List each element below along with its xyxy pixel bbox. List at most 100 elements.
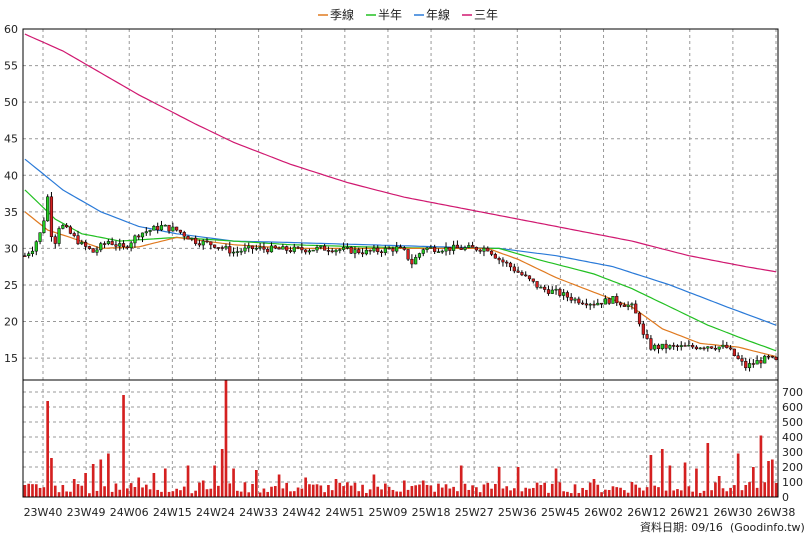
volume-bar [251, 483, 254, 497]
volume-bar [619, 487, 622, 497]
candle-body [539, 286, 543, 289]
candle-body [330, 250, 334, 253]
x-tick-label: 26W38 [757, 506, 796, 519]
candle-body [288, 250, 293, 252]
candle-body [630, 303, 634, 306]
candle-body [319, 245, 323, 248]
candle-body [364, 249, 368, 255]
price-tick-label: 60 [4, 23, 18, 36]
candle-body [766, 355, 771, 358]
candle-body [774, 356, 778, 360]
volume-bar [141, 487, 144, 497]
volume-bar [308, 484, 311, 497]
volume-bar [57, 492, 61, 497]
candle-body [728, 347, 733, 350]
volume-bar [353, 482, 357, 497]
volume-bar [725, 491, 729, 497]
legend-label: 半年 [378, 8, 402, 22]
x-tick-label: 24W42 [282, 506, 321, 519]
volume-bar [243, 482, 247, 497]
volume-bar [205, 489, 209, 497]
price-tick-label: 55 [4, 60, 18, 73]
volume-bar [459, 465, 463, 497]
candle-body [171, 226, 175, 232]
x-tick-label: 26W12 [627, 506, 666, 519]
volume-bar [490, 488, 493, 497]
candle-body [182, 232, 186, 237]
candle-body [80, 241, 84, 245]
volume-bar [604, 489, 607, 497]
candle-body [713, 347, 717, 350]
candle-body [444, 247, 448, 252]
volume-bar [258, 492, 262, 497]
candle-body [755, 360, 759, 365]
candle-body [634, 303, 638, 314]
volume-bar [683, 462, 687, 497]
volume-bar [645, 487, 649, 497]
candle-body [402, 247, 406, 250]
x-tick-label: 25W36 [498, 506, 537, 519]
candle-body [110, 241, 114, 245]
volume-bar [467, 489, 471, 497]
volume-bar [338, 482, 342, 497]
volume-bar [103, 486, 106, 497]
candle-body [262, 246, 266, 250]
candle-body [175, 226, 179, 231]
volume-bar [509, 490, 512, 497]
volume-bar [623, 490, 626, 497]
volume-bar [171, 491, 175, 497]
volume-bar [714, 482, 717, 497]
volume-bar [691, 491, 694, 497]
candle-body [76, 235, 80, 245]
volume-bar [304, 477, 307, 497]
candle-body [178, 229, 183, 233]
candle-body [675, 345, 680, 348]
candle-body [250, 245, 255, 250]
volume-bar [425, 484, 429, 497]
candle-body [744, 361, 748, 369]
volume-tick-label: 200 [782, 461, 803, 474]
price-tick-label: 20 [4, 316, 18, 329]
plot-frames [22, 28, 779, 498]
candle-body [38, 232, 42, 242]
volume-bar [376, 486, 380, 497]
volume-bar [562, 491, 565, 497]
volume-bar [736, 453, 740, 497]
candle-body [702, 347, 706, 350]
volume-bar [399, 491, 402, 497]
volume-bar [676, 489, 679, 497]
volume-bar [42, 487, 46, 497]
candle-body [554, 288, 558, 291]
candle-body [577, 298, 581, 304]
axis-labels: 1520253035404550556001002003004005006007… [4, 23, 803, 519]
volume-bar [190, 493, 194, 497]
source-label: (Goodinfo.tw) [730, 521, 805, 534]
candle-body [357, 249, 361, 254]
volume-bar [270, 486, 273, 497]
candle-body [258, 246, 262, 249]
price-panel-frame [22, 28, 779, 381]
volume-bar [414, 485, 418, 497]
volume-bar [372, 474, 376, 497]
candle-body [679, 345, 683, 347]
candle-body [27, 253, 31, 257]
volume-bar [497, 467, 501, 497]
volume-bar [554, 468, 558, 497]
volume-bar [273, 486, 277, 497]
candle-body [102, 243, 107, 245]
candle-body [459, 247, 463, 250]
x-tick-label: 24W51 [325, 506, 364, 519]
volume-tick-label: 500 [782, 416, 803, 429]
x-tick-label: 26W21 [670, 506, 709, 519]
candle-body [91, 248, 95, 253]
volume-bar [209, 488, 213, 497]
candle-body [304, 249, 308, 253]
candle-body [391, 248, 395, 252]
volume-bar [679, 490, 683, 497]
volume-bar [380, 489, 383, 497]
candle-body [482, 247, 486, 252]
candle-body [307, 250, 312, 253]
volume-bar [156, 489, 160, 497]
volume-bar [137, 477, 141, 497]
volume-tick-label: 300 [782, 446, 803, 459]
